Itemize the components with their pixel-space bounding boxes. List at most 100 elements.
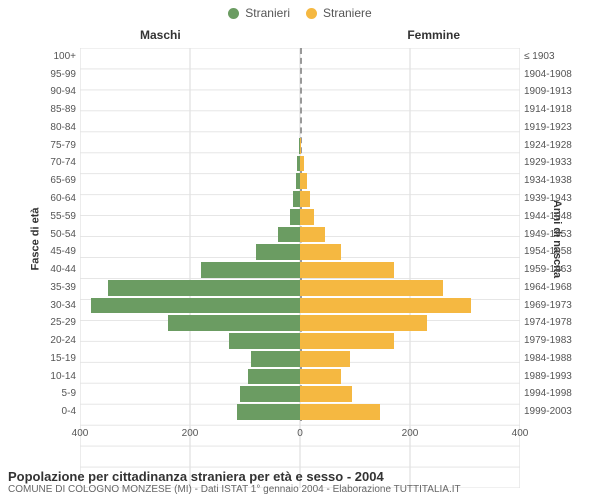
age-tick: 100+: [6, 51, 76, 62]
male-half: [80, 172, 300, 190]
year-tick: 1964-1968: [524, 282, 594, 293]
bar-row: [80, 368, 520, 386]
male-half: [80, 243, 300, 261]
male-half: [80, 84, 300, 102]
x-tick: 400: [72, 428, 89, 439]
age-tick: 25-29: [6, 317, 76, 328]
female-bar: [300, 351, 350, 367]
caption-subtitle: COMUNE DI COLOGNO MONZESE (MI) - Dati IS…: [8, 484, 592, 495]
male-bar: [290, 209, 300, 225]
female-bar: [300, 209, 314, 225]
female-bar: [300, 369, 341, 385]
legend-label-female: Straniere: [323, 6, 372, 20]
legend-label-male: Stranieri: [245, 6, 290, 20]
legend-item-male: Stranieri: [228, 6, 290, 20]
male-bar: [240, 386, 301, 402]
female-half: [300, 385, 520, 403]
female-half: [300, 119, 520, 137]
female-half: [300, 279, 520, 297]
male-half: [80, 48, 300, 66]
male-half: [80, 101, 300, 119]
bar-row: [80, 332, 520, 350]
age-tick: 95-99: [6, 69, 76, 80]
male-bar: [201, 262, 300, 278]
age-tick: 5-9: [6, 388, 76, 399]
male-bar: [251, 351, 301, 367]
female-half: [300, 155, 520, 173]
bar-row: [80, 350, 520, 368]
female-half: [300, 190, 520, 208]
column-title-female: Femmine: [407, 28, 460, 42]
bar-row: [80, 297, 520, 315]
year-tick: 1934-1938: [524, 175, 594, 186]
year-tick: 1984-1988: [524, 353, 594, 364]
female-bar: [300, 156, 304, 172]
age-tick: 70-74: [6, 157, 76, 168]
bar-row: [80, 208, 520, 226]
age-tick: 55-59: [6, 211, 76, 222]
year-tick: 1944-1948: [524, 211, 594, 222]
x-tick: 200: [182, 428, 199, 439]
year-tick: ≤ 1903: [524, 51, 594, 62]
caption: Popolazione per cittadinanza straniera p…: [8, 469, 592, 495]
year-tick: 1999-2003: [524, 406, 594, 417]
year-tick: 1979-1983: [524, 335, 594, 346]
female-half: [300, 208, 520, 226]
female-bar: [300, 138, 301, 154]
male-half: [80, 226, 300, 244]
x-tick: 0: [297, 428, 303, 439]
bar-row: [80, 226, 520, 244]
year-tick: 1959-1963: [524, 264, 594, 275]
male-bar: [256, 244, 300, 260]
female-half: [300, 314, 520, 332]
female-half: [300, 84, 520, 102]
female-bar: [300, 244, 341, 260]
female-bar: [300, 280, 443, 296]
year-tick: 1939-1943: [524, 193, 594, 204]
female-half: [300, 332, 520, 350]
age-tick: 60-64: [6, 193, 76, 204]
female-half: [300, 297, 520, 315]
bar-row: [80, 66, 520, 84]
female-half: [300, 243, 520, 261]
male-half: [80, 208, 300, 226]
bar-row: [80, 84, 520, 102]
age-tick: 75-79: [6, 140, 76, 151]
age-tick: 15-19: [6, 353, 76, 364]
age-tick: 35-39: [6, 282, 76, 293]
male-half: [80, 350, 300, 368]
age-tick: 0-4: [6, 406, 76, 417]
female-bar: [300, 173, 307, 189]
bar-row: [80, 279, 520, 297]
age-tick: 50-54: [6, 229, 76, 240]
bar-row: [80, 155, 520, 173]
male-half: [80, 155, 300, 173]
age-tick: 85-89: [6, 104, 76, 115]
female-bar: [300, 298, 471, 314]
legend-swatch-female: [306, 8, 317, 19]
x-tick: 400: [512, 428, 529, 439]
age-tick: 20-24: [6, 335, 76, 346]
male-half: [80, 297, 300, 315]
female-half: [300, 368, 520, 386]
bar-row: [80, 48, 520, 66]
male-bar: [293, 191, 300, 207]
plot-region: [80, 48, 520, 421]
male-bar: [248, 369, 300, 385]
bar-row: [80, 403, 520, 421]
male-half: [80, 314, 300, 332]
male-half: [80, 119, 300, 137]
legend-swatch-male: [228, 8, 239, 19]
female-half: [300, 48, 520, 66]
female-half: [300, 226, 520, 244]
male-half: [80, 261, 300, 279]
bar-row: [80, 172, 520, 190]
bar-row: [80, 119, 520, 137]
year-tick: 1974-1978: [524, 317, 594, 328]
chart-area: Maschi Femmine Fasce di età Anni di nasc…: [0, 26, 600, 451]
year-tick: 1924-1928: [524, 140, 594, 151]
male-bar: [91, 298, 300, 314]
age-tick: 30-34: [6, 300, 76, 311]
female-half: [300, 101, 520, 119]
year-tick: 1994-1998: [524, 388, 594, 399]
